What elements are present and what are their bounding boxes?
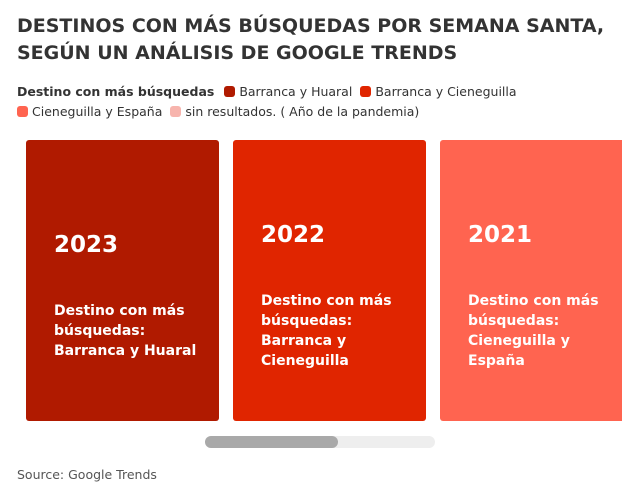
card-label: Destino con más búsquedas: <box>261 293 392 329</box>
card-value: Barranca y Huaral <box>54 343 197 359</box>
legend-item: sin resultados. ( Año de la pandemia) <box>170 102 419 122</box>
card-text: Destino con más búsquedas: Cieneguilla y … <box>468 291 618 371</box>
card-label: Destino con más búsquedas: <box>468 293 599 329</box>
legend-label: Barranca y Huaral <box>239 84 353 99</box>
legend-swatch <box>224 86 236 97</box>
legend: Destino con más búsquedas Barranca y Hua… <box>17 82 627 122</box>
legend-swatch <box>17 106 28 117</box>
card-value: Barranca y Cieneguilla <box>261 333 349 369</box>
card-year: 2022 <box>261 222 326 248</box>
legend-item: Barranca y Cieneguilla <box>360 82 517 102</box>
card-label: Destino con más búsquedas: <box>54 303 185 339</box>
legend-label: Cieneguilla y España <box>32 104 163 119</box>
scrollbar-thumb[interactable] <box>205 436 338 448</box>
card-text: Destino con más búsquedas: Barranca y Cie… <box>261 291 411 371</box>
legend-item: Barranca y Huaral <box>224 82 352 102</box>
year-card: 2022 Destino con más búsquedas: Barranca y… <box>233 140 426 421</box>
cards-viewport[interactable]: 2023 Destino con más búsquedas: Barranca y… <box>26 140 622 421</box>
legend-item: Cieneguilla y España <box>17 102 162 122</box>
legend-label: Barranca y Cieneguilla <box>375 84 517 99</box>
legend-swatch <box>360 86 372 97</box>
chart-title: DESTINOS CON MÁS BÚSQUEDAS POR SEMANA SA… <box>17 15 605 64</box>
card-value: Cieneguilla y España <box>468 333 570 369</box>
year-card: 2023 Destino con más búsquedas: Barranca y… <box>26 140 219 421</box>
card-year: 2023 <box>54 232 119 258</box>
card-text: Destino con más búsquedas: Barranca y Hua… <box>54 301 204 361</box>
source-note: Source: Google Trends <box>17 467 157 482</box>
card-year: 2021 <box>468 222 533 248</box>
legend-swatch <box>170 106 182 117</box>
year-card: 2021 Destino con más búsquedas: Cieneguill… <box>440 140 622 421</box>
legend-label: sin resultados. ( Año de la pandemia) <box>185 104 420 119</box>
legend-title: Destino con más búsquedas <box>17 84 215 99</box>
horizontal-scrollbar[interactable] <box>205 436 435 448</box>
